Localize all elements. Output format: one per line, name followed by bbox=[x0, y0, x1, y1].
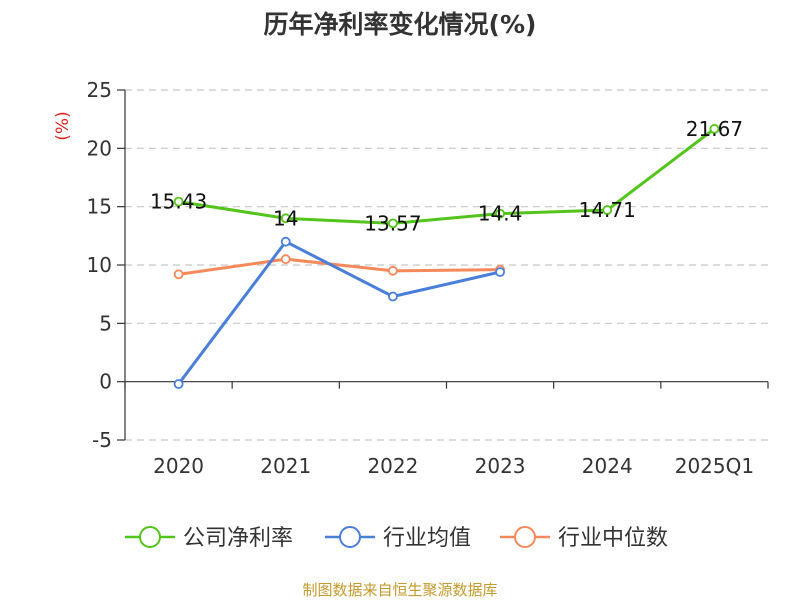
data-label: 21.67 bbox=[686, 117, 743, 141]
x-tick-label: 2021 bbox=[260, 454, 311, 478]
data-label: 14.4 bbox=[478, 202, 523, 226]
data-point-2 bbox=[173, 269, 184, 280]
series-layer bbox=[173, 123, 720, 389]
data-point-1 bbox=[495, 267, 505, 277]
legend-swatch-marker bbox=[139, 526, 161, 548]
x-tick-label: 2025Q1 bbox=[675, 454, 754, 478]
legend-label: 行业中位数 bbox=[558, 526, 668, 551]
series-line-0 bbox=[178, 127, 716, 225]
y-tick-label: 15 bbox=[87, 195, 112, 219]
data-point-2 bbox=[388, 265, 398, 276]
axes: -5 0 5 10 15 20 25 2020 2021 2022 2023 2024 2025Q1 bbox=[87, 78, 769, 478]
legend-item-1: 行业均值 bbox=[325, 526, 471, 551]
series-line-2 bbox=[178, 257, 501, 276]
legend-item-0: 公司净利率 bbox=[125, 526, 293, 551]
data-label: 14 bbox=[273, 206, 298, 230]
data-point-0 bbox=[280, 213, 291, 224]
data-point-0 bbox=[495, 208, 505, 219]
data-point-1 bbox=[388, 291, 398, 302]
data-point-0 bbox=[709, 123, 720, 134]
legend-label: 行业均值 bbox=[383, 526, 471, 551]
data-point-2 bbox=[280, 254, 291, 265]
y-axis-label: (%) bbox=[53, 111, 73, 140]
data-label: 13.57 bbox=[364, 211, 421, 235]
legend-swatch-marker bbox=[514, 526, 536, 548]
data-label: 15.43 bbox=[150, 190, 207, 214]
data-label: 14.71 bbox=[579, 198, 636, 222]
legend-item-2: 行业中位数 bbox=[500, 526, 668, 551]
x-tick-label: 2023 bbox=[475, 454, 526, 478]
y-tick-label: 5 bbox=[99, 311, 112, 335]
y-tick-label: 10 bbox=[87, 253, 112, 277]
x-tick-label: 2020 bbox=[153, 454, 204, 478]
data-point-1 bbox=[173, 379, 184, 389]
y-tick-label: 25 bbox=[87, 78, 112, 102]
data-labels: 15.43 14 13.57 14.4 14.71 21.67 bbox=[150, 117, 743, 236]
x-tick-label: 2024 bbox=[582, 454, 633, 478]
legend-label: 公司净利率 bbox=[183, 526, 293, 551]
x-tick-label: 2022 bbox=[367, 454, 418, 478]
data-point-1 bbox=[280, 236, 291, 247]
series-line-1 bbox=[177, 240, 501, 385]
source-note: 制图数据来自恒生聚源数据库 bbox=[302, 581, 497, 599]
legend: 公司净利率 行业均值 行业中位数 bbox=[125, 526, 668, 551]
data-point-0 bbox=[173, 196, 184, 207]
y-tick-label: 20 bbox=[87, 136, 112, 160]
chart-title: 历年净利率变化情况(%) bbox=[264, 10, 537, 39]
y-tick-label: 0 bbox=[99, 370, 112, 394]
data-point-0 bbox=[388, 218, 398, 229]
data-point-0 bbox=[602, 205, 613, 215]
y-tick-label: -5 bbox=[92, 428, 112, 452]
legend-swatch-marker bbox=[339, 526, 361, 548]
